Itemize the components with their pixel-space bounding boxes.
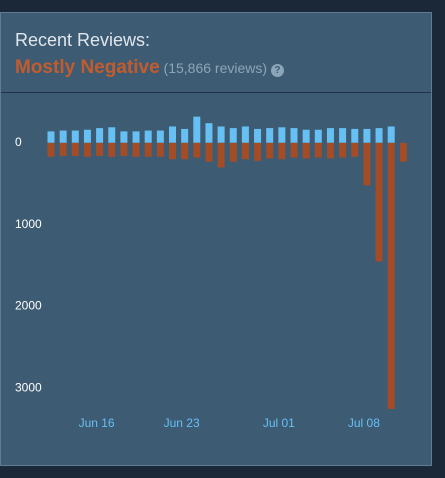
bar [229, 128, 237, 143]
bar [132, 142, 140, 157]
bar [59, 130, 67, 143]
bar [83, 142, 91, 157]
summary[interactable]: Mostly Negative [15, 57, 160, 78]
bar [290, 142, 298, 158]
bar [266, 128, 274, 143]
bar [144, 130, 152, 143]
bar [290, 128, 298, 143]
bar [96, 128, 104, 143]
bar [254, 142, 262, 161]
title: Recent Reviews: [15, 30, 151, 50]
bar [205, 142, 213, 162]
x-tick-label: Jun 16 [79, 416, 115, 430]
bar [302, 129, 310, 143]
bar [156, 142, 164, 157]
summary-row: Mostly Negative (15,866 reviews) ? [15, 57, 284, 79]
bar [302, 142, 310, 159]
x-tick-label: Jul 08 [348, 416, 380, 430]
bar [399, 142, 407, 162]
bar [120, 142, 128, 156]
review-panel: Recent Reviews: Mostly Negative (15,866 … [0, 12, 432, 466]
bar [47, 131, 55, 143]
bar [205, 123, 213, 143]
bar [96, 142, 104, 156]
bar [363, 128, 371, 143]
y-tick-label: 1000 [15, 217, 42, 231]
bar [375, 142, 383, 262]
x-tick-label: Jun 23 [164, 416, 200, 430]
bar [169, 126, 176, 143]
bar [83, 129, 91, 143]
bar [193, 142, 201, 158]
bar [144, 142, 152, 157]
bar [193, 116, 201, 143]
bar [254, 128, 262, 143]
divider [1, 92, 431, 93]
bar [156, 130, 164, 143]
y-tick-label: 3000 [15, 381, 42, 395]
bar [363, 142, 371, 186]
bar [326, 128, 334, 143]
y-tick-label: 0 [15, 135, 22, 149]
bar [326, 142, 334, 159]
bar [169, 142, 176, 160]
bar [108, 142, 116, 157]
bar [351, 142, 359, 157]
y-tick-label: 2000 [15, 299, 42, 313]
bar [241, 142, 249, 160]
review-count: (15,866 reviews) [163, 60, 268, 76]
bar [108, 127, 116, 143]
bar [278, 142, 286, 160]
bar [339, 142, 347, 158]
bar [71, 142, 79, 156]
bar [314, 142, 322, 158]
bar [278, 127, 286, 143]
bar [132, 131, 140, 143]
bar [266, 142, 274, 159]
bar [387, 142, 395, 409]
bar [241, 126, 249, 143]
bar [181, 142, 189, 160]
header: Recent Reviews: Mostly Negative (15,866 … [15, 30, 284, 79]
help-icon[interactable]: ? [270, 64, 284, 77]
bar [217, 142, 225, 168]
bar [351, 128, 359, 143]
bar [71, 130, 79, 143]
bar [181, 128, 189, 143]
bar [387, 126, 395, 143]
bar [314, 129, 322, 143]
bar [339, 128, 347, 143]
bar [229, 142, 237, 162]
x-tick-label: Jul 01 [263, 416, 295, 430]
bar [120, 131, 128, 143]
bar [47, 142, 55, 157]
bar [217, 126, 225, 143]
bar [375, 128, 383, 143]
bar [59, 142, 67, 156]
